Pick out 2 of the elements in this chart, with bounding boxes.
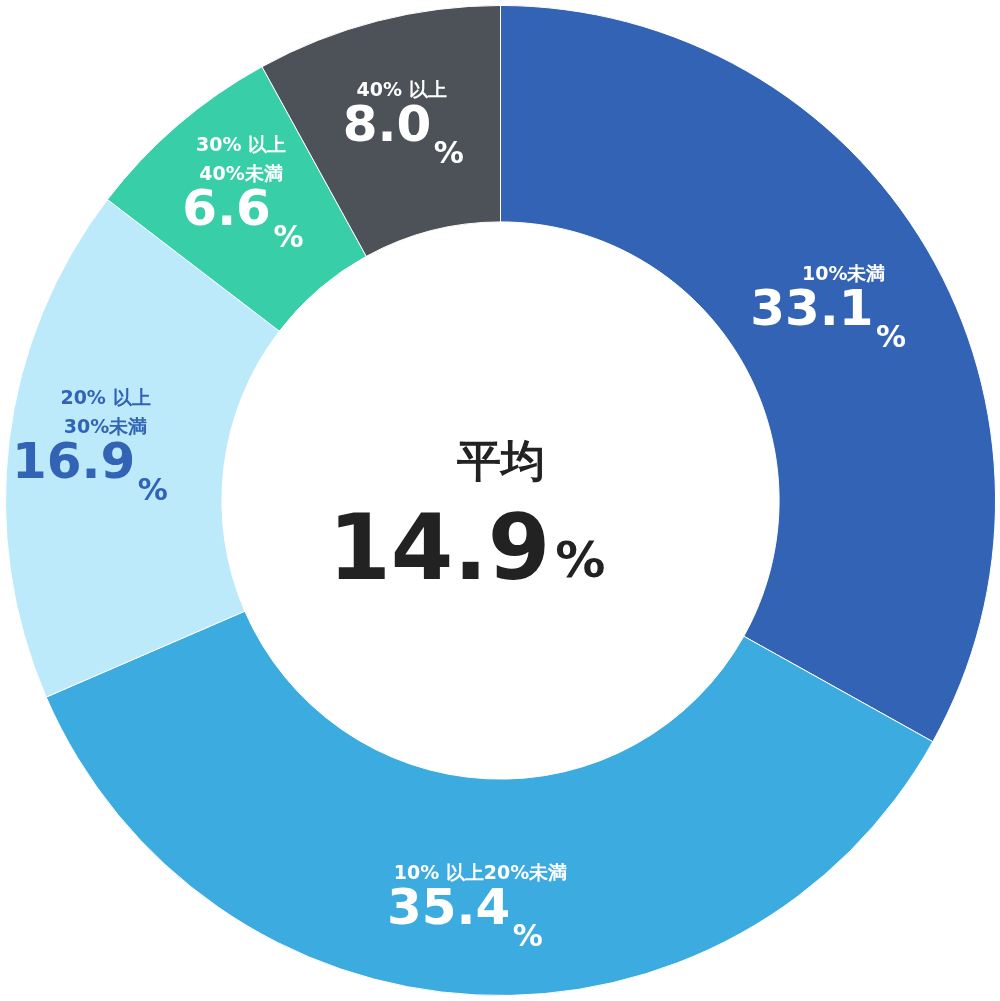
text: 14.9% [328,494,606,600]
text: 平均 [456,435,545,487]
